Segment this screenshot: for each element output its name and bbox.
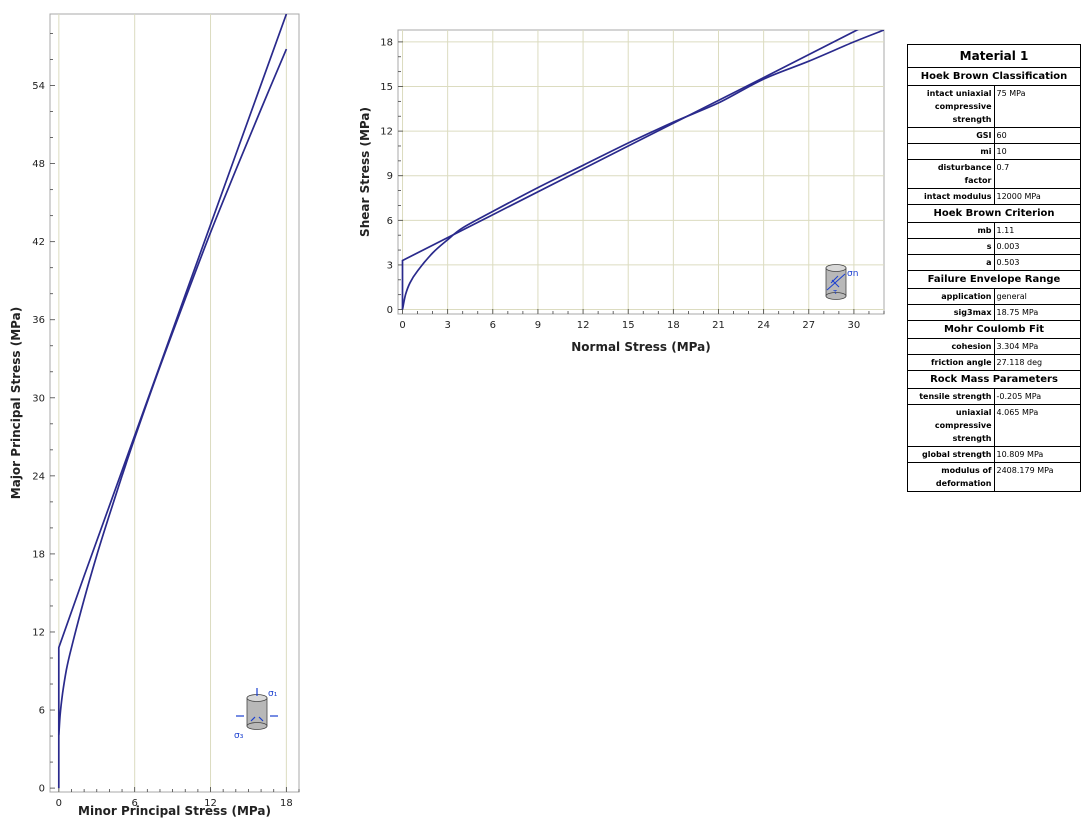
plot-area bbox=[49, 13, 300, 793]
property-label: cohesion bbox=[907, 338, 995, 355]
x-tick-label: 12 bbox=[204, 798, 217, 809]
series-line-2 bbox=[401, 30, 859, 310]
x-tick-label: 18 bbox=[280, 798, 293, 809]
sigma3-icon: σ₃ bbox=[234, 731, 244, 741]
series-line-1 bbox=[57, 48, 288, 736]
x-tick-label: 21 bbox=[712, 320, 725, 331]
property-value: 1.11 bbox=[993, 222, 1081, 239]
x-tick-label: 3 bbox=[444, 320, 450, 331]
tau-icon: τ bbox=[833, 288, 837, 296]
property-label: modulus of deformation bbox=[907, 462, 995, 492]
section-heading: Hoek Brown Classification bbox=[907, 67, 1081, 86]
x-tick-label: 15 bbox=[622, 320, 635, 331]
plot-area bbox=[397, 29, 885, 315]
property-value: 0.003 bbox=[993, 238, 1081, 255]
y-tick-label: 0 bbox=[39, 784, 45, 795]
property-value: 10 bbox=[993, 143, 1081, 160]
x-tick-label: 24 bbox=[757, 320, 770, 331]
property-value: 2408.179 MPa bbox=[993, 462, 1081, 492]
property-value: 3.304 MPa bbox=[993, 338, 1081, 355]
y-tick-label: 0 bbox=[387, 305, 393, 316]
y-tick-label: 12 bbox=[380, 127, 393, 138]
property-label: GSI bbox=[907, 127, 995, 144]
y-tick-label: 18 bbox=[380, 37, 393, 48]
material-properties-table: Material 1 Hoek Brown Classification intac… bbox=[907, 44, 1081, 492]
y-tick-label: 42 bbox=[32, 237, 45, 248]
y-tick-label: 24 bbox=[32, 471, 45, 482]
property-value: 75 MPa bbox=[993, 85, 1081, 128]
table-title: Material 1 bbox=[907, 44, 1081, 68]
y-tick-label: 30 bbox=[32, 393, 45, 404]
x-tick-label: 27 bbox=[802, 320, 815, 331]
y-tick-label: 6 bbox=[39, 706, 45, 717]
property-value: 27.118 deg bbox=[993, 354, 1081, 371]
y-tick-label: 48 bbox=[32, 159, 45, 170]
y-tick-label: 6 bbox=[387, 216, 393, 227]
y-tick-label: 15 bbox=[380, 82, 393, 93]
x-tick-label: 6 bbox=[490, 320, 496, 331]
section-heading: Mohr Coulomb Fit bbox=[907, 320, 1081, 339]
property-label: s bbox=[907, 238, 995, 255]
y-tick-label: 3 bbox=[387, 260, 393, 271]
property-value: 0.7 bbox=[993, 159, 1081, 189]
x-tick-label: 6 bbox=[131, 798, 137, 809]
x-axis-title: Normal Stress (MPa) bbox=[571, 340, 710, 354]
x-tick-label: 0 bbox=[399, 320, 405, 331]
property-label: a bbox=[907, 254, 995, 271]
property-label: intact modulus bbox=[907, 188, 995, 205]
property-label: sig3max bbox=[907, 304, 995, 321]
property-value: 12000 MPa bbox=[993, 188, 1081, 205]
sigma-n-icon: σn bbox=[847, 269, 858, 279]
property-value: 60 bbox=[993, 127, 1081, 144]
property-value: general bbox=[993, 288, 1081, 305]
property-label: intact uniaxial compressive strength bbox=[907, 85, 995, 128]
principal-stress-chart: 0 6 12 18 0 6 12 18 24 30 36 42 48 54 Minor Principal … bbox=[9, 13, 300, 818]
property-value: 10.809 MPa bbox=[993, 446, 1081, 463]
principal-stress-legend-icon: σ₁ σ₃ bbox=[234, 688, 278, 741]
property-value: 0.503 bbox=[993, 254, 1081, 271]
x-tick-label: 12 bbox=[577, 320, 590, 331]
y-axis-title: Shear Stress (MPa) bbox=[360, 107, 372, 237]
y-tick-label: 9 bbox=[387, 171, 393, 182]
property-label: global strength bbox=[907, 446, 995, 463]
shear-normal-stress-chart: 0 3 6 9 12 15 18 21 24 27 30 0 3 6 9 12 15 18 Normal Stres… bbox=[360, 29, 885, 354]
y-tick-label: 18 bbox=[32, 549, 45, 560]
x-tick-label: 9 bbox=[535, 320, 541, 331]
property-label: tensile strength bbox=[907, 388, 995, 405]
property-label: disturbance factor bbox=[907, 159, 995, 189]
y-axis-title: Major Principal Stress (MPa) bbox=[9, 307, 23, 499]
series-line-1 bbox=[401, 30, 884, 310]
property-label: application bbox=[907, 288, 995, 305]
x-tick-label: 18 bbox=[667, 320, 680, 331]
property-label: uniaxial compressive strength bbox=[907, 404, 995, 447]
y-tick-label: 12 bbox=[32, 627, 45, 638]
x-tick-label: 30 bbox=[848, 320, 861, 331]
x-axis-title: Minor Principal Stress (MPa) bbox=[78, 804, 271, 818]
x-tick-label: 0 bbox=[56, 798, 62, 809]
shear-stress-legend-icon: σn τ bbox=[825, 264, 858, 300]
property-label: mi bbox=[907, 143, 995, 160]
property-value: -0.205 MPa bbox=[993, 388, 1081, 405]
series-line-2 bbox=[57, 14, 288, 789]
y-tick-label: 54 bbox=[32, 81, 45, 92]
property-label: friction angle bbox=[907, 354, 995, 371]
section-heading: Failure Envelope Range bbox=[907, 270, 1081, 289]
property-value: 18.75 MPa bbox=[993, 304, 1081, 321]
sigma1-icon: σ₁ bbox=[268, 689, 278, 699]
section-heading: Hoek Brown Criterion bbox=[907, 204, 1081, 223]
section-heading: Rock Mass Parameters bbox=[907, 370, 1081, 389]
property-label: mb bbox=[907, 222, 995, 239]
property-value: 4.065 MPa bbox=[993, 404, 1081, 447]
y-tick-label: 36 bbox=[32, 315, 45, 326]
